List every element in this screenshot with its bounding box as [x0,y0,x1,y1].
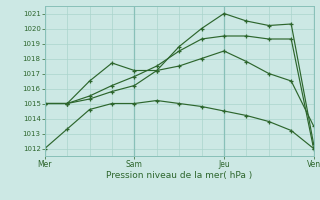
X-axis label: Pression niveau de la mer( hPa ): Pression niveau de la mer( hPa ) [106,171,252,180]
